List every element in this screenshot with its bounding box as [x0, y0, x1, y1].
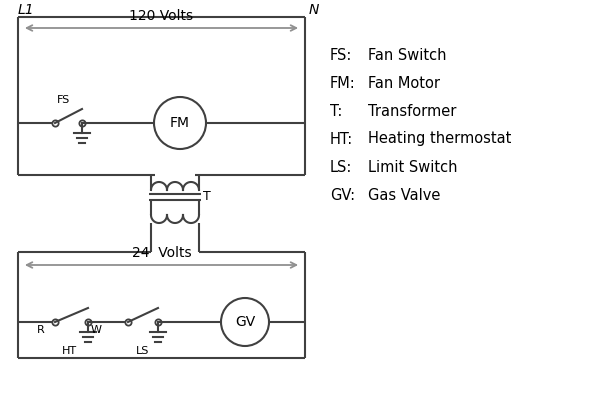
Text: Fan Switch: Fan Switch	[368, 48, 447, 62]
Text: HT: HT	[62, 346, 77, 356]
Text: LS:: LS:	[330, 160, 352, 174]
Text: 120 Volts: 120 Volts	[129, 9, 194, 23]
Text: N: N	[309, 3, 319, 17]
Text: FS: FS	[57, 95, 70, 105]
Text: FM: FM	[170, 116, 190, 130]
Text: T: T	[203, 190, 211, 204]
Text: Heating thermostat: Heating thermostat	[368, 132, 512, 146]
Text: GV:: GV:	[330, 188, 355, 202]
Text: W: W	[91, 325, 102, 335]
Text: Transformer: Transformer	[368, 104, 457, 118]
Text: LS: LS	[136, 346, 150, 356]
Text: L1: L1	[18, 3, 35, 17]
Text: FM:: FM:	[330, 76, 356, 90]
Text: Limit Switch: Limit Switch	[368, 160, 457, 174]
Text: R: R	[37, 325, 45, 335]
Text: HT:: HT:	[330, 132, 353, 146]
Text: 24  Volts: 24 Volts	[132, 246, 191, 260]
Text: T:: T:	[330, 104, 342, 118]
Text: Gas Valve: Gas Valve	[368, 188, 440, 202]
Text: Fan Motor: Fan Motor	[368, 76, 440, 90]
Text: GV: GV	[235, 315, 255, 329]
Text: FS:: FS:	[330, 48, 352, 62]
